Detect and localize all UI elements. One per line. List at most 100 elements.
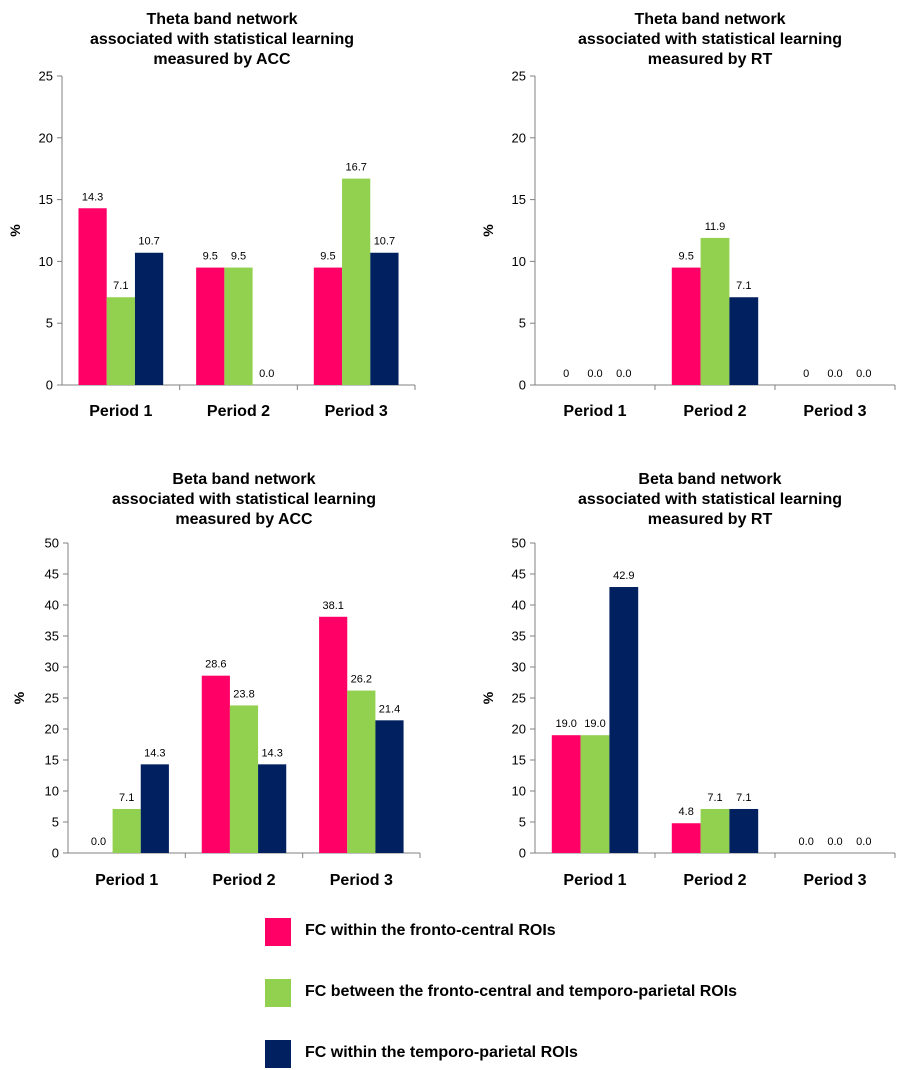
y-axis-title: % bbox=[7, 224, 23, 237]
y-tick-label: 0 bbox=[519, 846, 526, 861]
chart-title-line: Beta band network bbox=[638, 471, 781, 488]
bar-fronto-central bbox=[671, 267, 701, 385]
chart-title-line: Theta band network bbox=[146, 11, 297, 28]
y-tick-label: 45 bbox=[512, 567, 526, 582]
legend-swatch-between bbox=[265, 979, 291, 1007]
data-label: 9.5 bbox=[203, 251, 218, 263]
chart-title-line: measured by RT bbox=[648, 511, 773, 528]
data-label: 0.0 bbox=[827, 368, 842, 380]
y-axis-title: % bbox=[480, 224, 496, 237]
data-label: 9.5 bbox=[231, 251, 246, 263]
data-label: 0 bbox=[563, 368, 569, 380]
data-label: 11.9 bbox=[705, 221, 726, 233]
x-category-label: Period 1 bbox=[563, 872, 626, 889]
chart-title-line: associated with statistical learning bbox=[112, 491, 376, 508]
bar-fronto-central bbox=[196, 267, 225, 385]
chart-panel-2: Theta band network associated with statis… bbox=[480, 11, 896, 420]
x-category-label: Period 3 bbox=[325, 403, 388, 420]
y-tick-label: 10 bbox=[45, 784, 59, 799]
data-label: 28.6 bbox=[205, 659, 226, 671]
y-tick-label: 50 bbox=[45, 536, 59, 551]
y-tick-label: 20 bbox=[512, 722, 526, 737]
y-tick-label: 25 bbox=[512, 69, 526, 84]
data-label: 7.1 bbox=[119, 792, 134, 804]
chart-title-line: Theta band network bbox=[634, 11, 785, 28]
bar-between bbox=[700, 237, 730, 385]
y-tick-label: 25 bbox=[39, 69, 53, 84]
bar-fronto-central bbox=[201, 675, 230, 853]
data-label: 7.1 bbox=[113, 280, 128, 292]
bar-fronto-central bbox=[319, 616, 348, 853]
y-tick-label: 10 bbox=[512, 784, 526, 799]
data-label: 19.0 bbox=[584, 718, 605, 730]
x-category-label: Period 1 bbox=[95, 872, 158, 889]
y-tick-label: 30 bbox=[512, 660, 526, 675]
data-label: 0 bbox=[803, 368, 809, 380]
bar-between bbox=[342, 178, 371, 385]
bar-temporo-parietal bbox=[729, 808, 759, 853]
y-tick-label: 0 bbox=[52, 846, 59, 861]
data-label: 4.8 bbox=[679, 806, 694, 818]
chart-title-line: associated with statistical learning bbox=[578, 491, 842, 508]
x-category-label: Period 2 bbox=[212, 872, 275, 889]
y-tick-label: 5 bbox=[52, 815, 59, 830]
bar-between bbox=[224, 267, 253, 385]
bar-temporo-parietal bbox=[609, 587, 639, 853]
x-category-label: Period 3 bbox=[803, 872, 866, 889]
y-tick-label: 10 bbox=[39, 254, 53, 269]
legend-label-fronto-central: FC within the fronto-central ROIs bbox=[305, 922, 556, 939]
chart-panel-1: Theta band network associated with statis… bbox=[7, 11, 416, 420]
y-tick-label: 15 bbox=[512, 192, 526, 207]
data-label: 0.0 bbox=[616, 368, 631, 380]
bar-fronto-central bbox=[313, 267, 343, 385]
y-tick-label: 20 bbox=[39, 130, 53, 145]
chart-title-line: associated with statistical learning bbox=[90, 31, 354, 48]
data-label: 0.0 bbox=[827, 836, 842, 848]
data-label: 7.1 bbox=[736, 280, 751, 292]
x-category-label: Period 1 bbox=[563, 403, 626, 420]
chart-title-line: Beta band network bbox=[172, 471, 315, 488]
bar-between bbox=[229, 705, 259, 853]
y-tick-label: 5 bbox=[519, 316, 526, 331]
data-label: 23.8 bbox=[233, 688, 254, 700]
legend-swatch-fronto-central bbox=[265, 918, 291, 946]
y-tick-label: 15 bbox=[39, 192, 53, 207]
y-tick-label: 0 bbox=[519, 378, 526, 393]
data-label: 21.4 bbox=[379, 703, 400, 715]
legend-item-fronto-central: FC within the fronto-central ROIs bbox=[265, 918, 895, 948]
bar-temporo-parietal bbox=[375, 720, 404, 853]
y-tick-label: 45 bbox=[45, 567, 59, 582]
bar-fronto-central bbox=[551, 735, 581, 853]
data-label: 14.3 bbox=[82, 191, 103, 203]
y-tick-label: 15 bbox=[45, 753, 59, 768]
legend-label-temporo-parietal: FC within the temporo-parietal ROIs bbox=[305, 1044, 578, 1061]
data-label: 9.5 bbox=[679, 251, 694, 263]
chart-title-line: measured by ACC bbox=[153, 51, 291, 68]
y-tick-label: 35 bbox=[45, 629, 59, 644]
data-label: 10.7 bbox=[138, 236, 159, 248]
data-label: 0.0 bbox=[799, 836, 814, 848]
x-category-label: Period 2 bbox=[683, 872, 746, 889]
data-label: 16.7 bbox=[345, 162, 366, 174]
data-label: 9.5 bbox=[320, 251, 335, 263]
data-label: 0.0 bbox=[259, 368, 274, 380]
legend-swatch-temporo-parietal bbox=[265, 1040, 291, 1068]
data-label: 7.1 bbox=[707, 792, 722, 804]
y-tick-label: 0 bbox=[46, 378, 53, 393]
y-tick-label: 10 bbox=[512, 254, 526, 269]
data-label: 10.7 bbox=[374, 236, 395, 248]
y-tick-label: 35 bbox=[512, 629, 526, 644]
x-category-label: Period 3 bbox=[803, 403, 866, 420]
bar-temporo-parietal bbox=[134, 252, 164, 385]
data-label: 14.3 bbox=[144, 747, 165, 759]
legend-item-temporo-parietal: FC within the temporo-parietal ROIs bbox=[265, 1040, 895, 1070]
y-axis-title: % bbox=[11, 691, 27, 704]
chart-title-line: measured by RT bbox=[648, 51, 773, 68]
bar-temporo-parietal bbox=[258, 764, 287, 853]
data-label: 0.0 bbox=[856, 368, 871, 380]
data-label: 0.0 bbox=[587, 368, 602, 380]
y-tick-label: 30 bbox=[45, 660, 59, 675]
y-tick-label: 25 bbox=[45, 691, 59, 706]
y-tick-label: 50 bbox=[512, 536, 526, 551]
y-tick-label: 40 bbox=[512, 598, 526, 613]
